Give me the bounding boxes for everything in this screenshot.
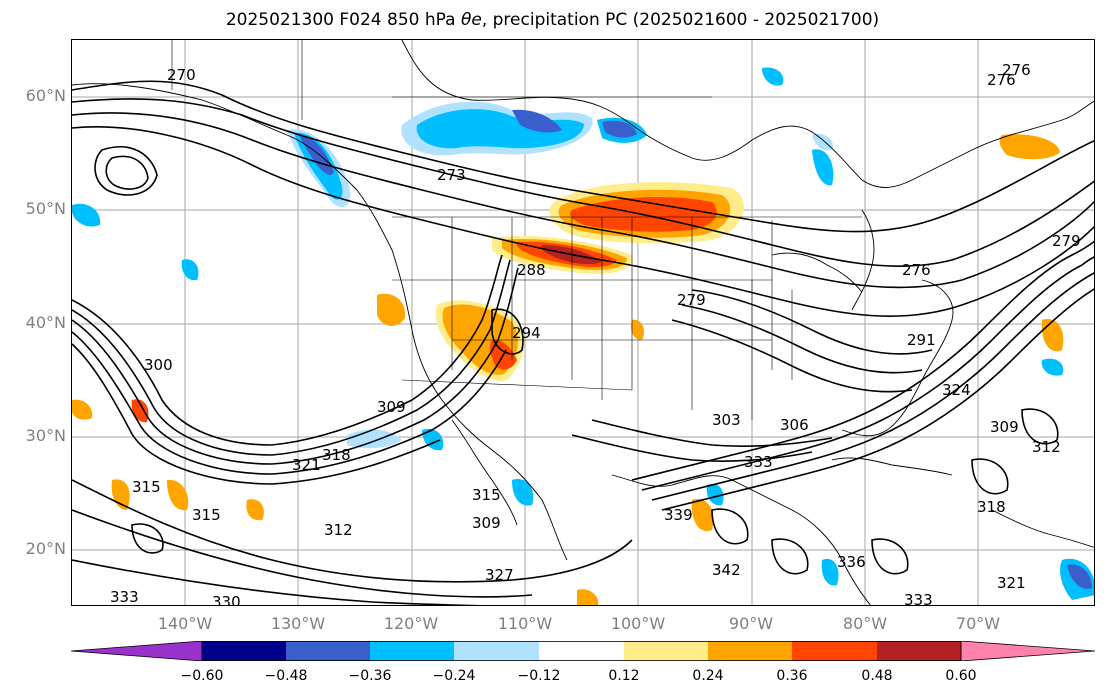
colorbar-segment	[454, 641, 539, 661]
lon-label-140w: 140°W	[157, 614, 213, 633]
colorbar-extend-low	[70, 640, 203, 662]
colorbar-svg	[70, 640, 1096, 662]
contour-label: 291	[907, 331, 936, 349]
colorbar-segment	[624, 641, 708, 661]
contour-label: 315	[472, 486, 501, 504]
contour-label: 270	[167, 66, 196, 84]
contour-label: 309	[472, 514, 501, 532]
colorbar-tick: −0.48	[264, 668, 308, 684]
contour-labels: 270 273 279 276 288 294 300 309 321 318 …	[110, 61, 1081, 606]
contour-label: 333	[744, 453, 773, 471]
contour-label: 339	[664, 506, 693, 524]
lon-label-120w: 120°W	[383, 614, 439, 633]
contour-label: 288	[517, 261, 546, 279]
colorbar-tick: −0.60	[180, 668, 224, 684]
colorbar	[70, 640, 1096, 662]
lon-label-110w: 110°W	[497, 614, 553, 633]
contour-label: 309	[377, 398, 406, 416]
contour-label: 318	[977, 498, 1006, 516]
colorbar-tick: −0.12	[517, 668, 561, 684]
contour-label: 333	[110, 588, 139, 606]
colorbar-segment	[792, 641, 877, 661]
precip-negative-shading	[72, 67, 1094, 600]
map-title: 2025021300 F024 850 hPa θe, precipitatio…	[0, 10, 1105, 30]
lat-label-50n: 50°N	[25, 199, 66, 218]
colorbar-tick: 0.12	[608, 668, 640, 684]
colorbar-segment	[202, 641, 286, 661]
colorbar-segment	[539, 641, 624, 661]
contour-label: 315	[192, 506, 221, 524]
political-borders	[171, 40, 862, 420]
contour-label: 294	[512, 324, 541, 342]
contour-label: 321	[292, 456, 321, 474]
colorbar-tick: 0.48	[861, 668, 893, 684]
title-suffix: , precipitation PC (2025021600 - 2025021…	[481, 10, 880, 30]
lon-label-90w: 90°W	[728, 614, 774, 633]
lon-label-100w: 100°W	[610, 614, 666, 633]
contour-label: 276	[902, 261, 931, 279]
map-canvas: 270 273 279 276 288 294 300 309 321 318 …	[72, 40, 1094, 606]
contour-label: 279	[1052, 232, 1081, 250]
lon-label-70w: 70°W	[955, 614, 1001, 633]
lon-label-130w: 130°W	[270, 614, 326, 633]
colorbar-tick: −0.24	[432, 668, 476, 684]
colorbar-segment	[370, 641, 454, 661]
contour-label: 273	[437, 166, 466, 184]
contour-label: 336	[837, 553, 866, 571]
lat-label-30n: 30°N	[25, 426, 66, 445]
colorbar-segment	[286, 641, 370, 661]
contour-label: 303	[712, 411, 741, 429]
colorbar-tick: −0.36	[348, 668, 392, 684]
colorbar-segment	[708, 641, 792, 661]
contour-label: 306	[780, 416, 809, 434]
colorbar-tick: 0.60	[945, 668, 977, 684]
colorbar-tick: 0.24	[692, 668, 724, 684]
title-prefix: 2025021300 F024 850 hPa	[225, 10, 461, 30]
contour-label: 315	[132, 478, 161, 496]
map-panel: 270 273 279 276 288 294 300 309 321 318 …	[71, 39, 1095, 606]
lon-label-80w: 80°W	[842, 614, 888, 633]
contour-label: 279	[677, 291, 706, 309]
contour-label: 321	[997, 574, 1026, 592]
contour-label: 318	[322, 446, 351, 464]
precip-positive-shading	[72, 134, 1064, 605]
contour-label: 330	[212, 593, 241, 606]
contour-label: 309	[990, 418, 1019, 436]
contour-label: 333	[904, 591, 933, 606]
contour-label: 300	[144, 356, 173, 374]
graticule	[72, 40, 1094, 605]
contour-label: 276	[1002, 61, 1031, 79]
contour-label: 312	[1032, 438, 1061, 456]
lat-label-20n: 20°N	[25, 539, 66, 558]
title-theta: θe	[460, 10, 482, 30]
contour-label: 342	[712, 561, 741, 579]
theta-e-contours	[72, 80, 1094, 605]
contour-label: 324	[942, 381, 971, 399]
contour-label: 276	[987, 71, 1016, 89]
colorbar-tick: 0.36	[776, 668, 808, 684]
lat-label-40n: 40°N	[25, 313, 66, 332]
colorbar-segment	[877, 641, 961, 661]
colorbar-extend-high	[960, 640, 1096, 662]
contour-label: 327	[485, 566, 514, 584]
lat-label-60n: 60°N	[25, 86, 66, 105]
contour-label: 312	[324, 521, 353, 539]
